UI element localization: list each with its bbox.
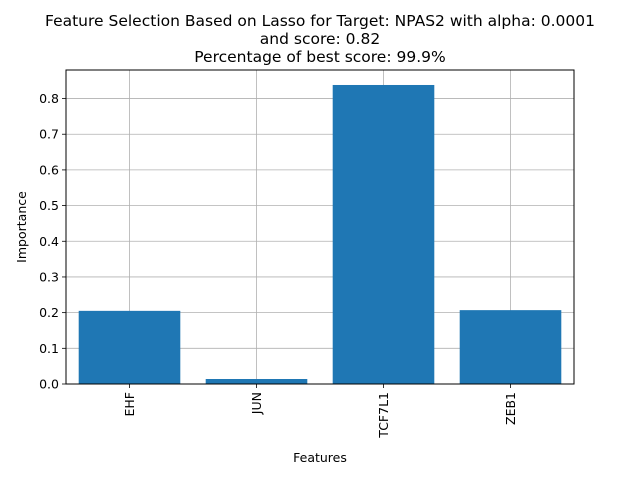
x-tick-label: EHF bbox=[122, 392, 137, 417]
x-tick-label: JUN bbox=[249, 392, 264, 415]
chart-title-line-1: Feature Selection Based on Lasso for Tar… bbox=[45, 12, 595, 30]
x-tick-label: ZEB1 bbox=[503, 392, 518, 425]
plot-frame bbox=[65, 69, 575, 385]
bar-jun bbox=[205, 379, 308, 384]
y-tick-label: 0.3 bbox=[39, 269, 59, 284]
x-axis-label: Features bbox=[293, 450, 347, 465]
bar-zeb1 bbox=[459, 310, 562, 384]
y-tick-label: 0.6 bbox=[39, 162, 59, 177]
y-tick-label: 0.0 bbox=[39, 377, 59, 392]
y-tick-label: 0.8 bbox=[39, 91, 59, 106]
y-tick-label: 0.2 bbox=[39, 305, 59, 320]
x-tick-label: TCF7L1 bbox=[376, 392, 391, 439]
y-axis-label: Importance bbox=[14, 191, 29, 263]
chart-title-line-3: Percentage of best score: 99.9% bbox=[194, 48, 445, 66]
y-tick-label: 0.4 bbox=[39, 234, 59, 249]
axes-layer: 0.0 0.1 0.2 0.3 0.4 0.5 0.6 0.7 0.8 EHF JUN TCF7L1 Z… bbox=[39, 69, 575, 439]
bar-ehf bbox=[78, 310, 181, 384]
bars-layer bbox=[78, 84, 562, 385]
y-tick-label: 0.7 bbox=[39, 127, 59, 142]
y-tick-label: 0.5 bbox=[39, 198, 59, 213]
chart-title-line-2: and score: 0.82 bbox=[260, 30, 380, 48]
bar-tcf7l1 bbox=[332, 84, 435, 385]
y-tick-label: 0.1 bbox=[39, 341, 59, 356]
